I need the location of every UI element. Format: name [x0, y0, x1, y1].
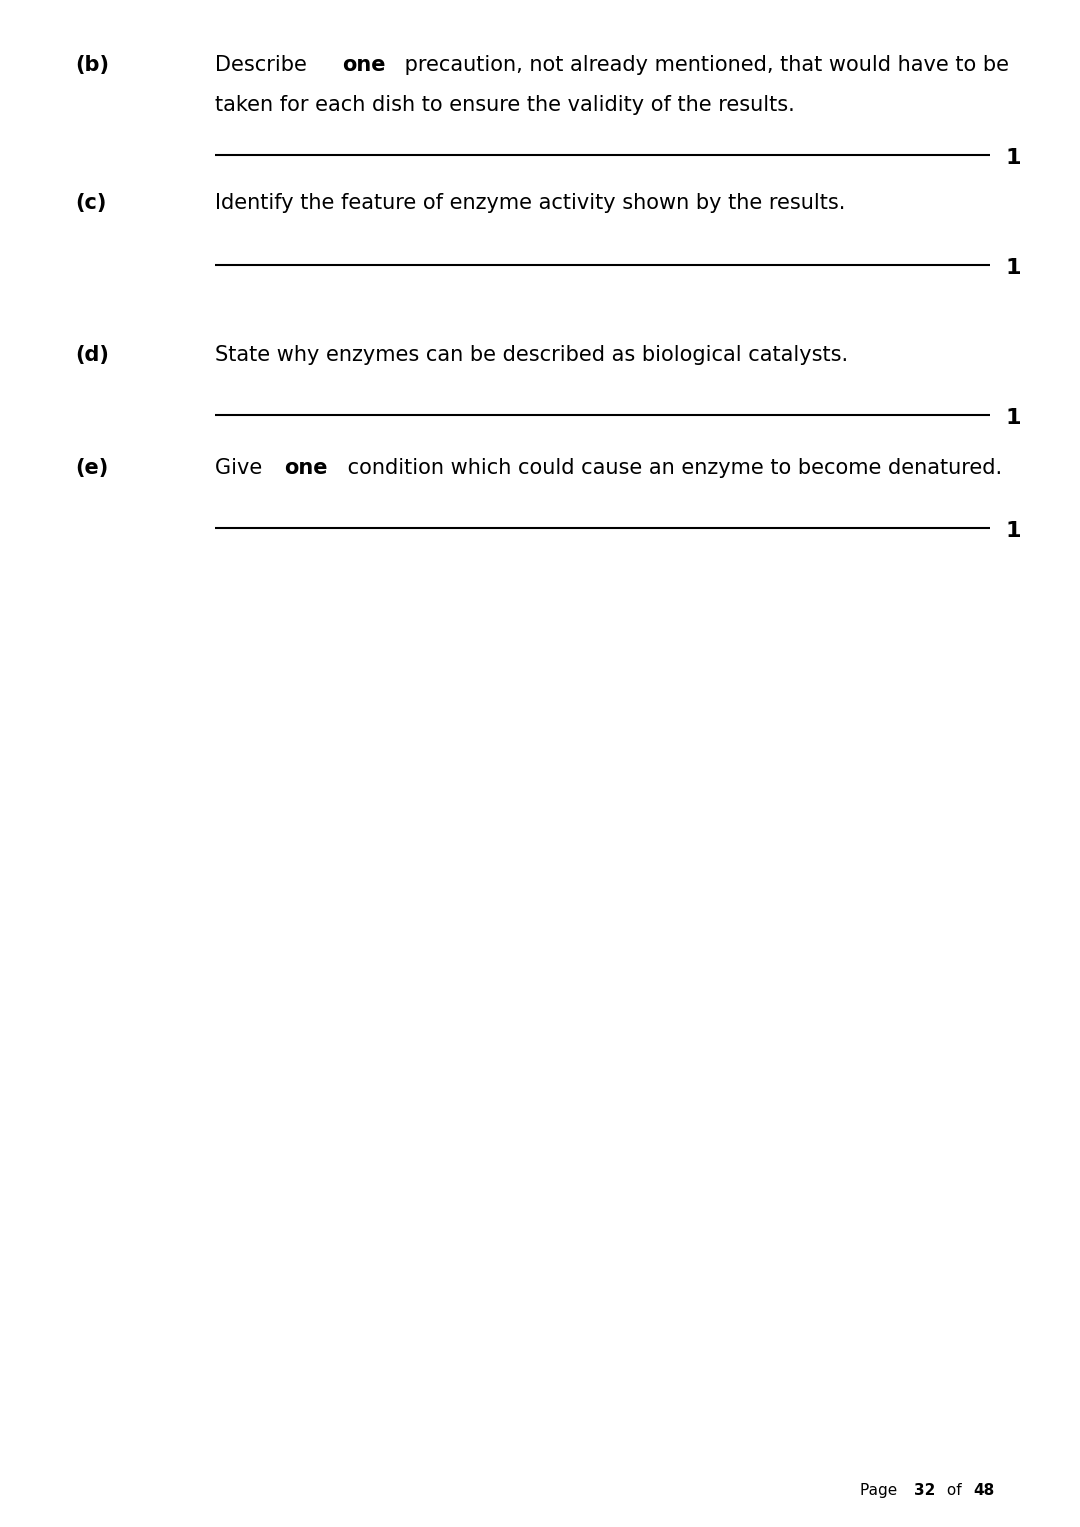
Text: one: one: [284, 458, 328, 478]
Text: 1: 1: [1005, 521, 1021, 541]
Text: (e): (e): [75, 458, 108, 478]
Text: one: one: [342, 55, 386, 75]
Text: Give: Give: [215, 458, 269, 478]
Text: (b): (b): [75, 55, 109, 75]
Text: 32: 32: [915, 1483, 935, 1498]
Text: (d): (d): [75, 345, 109, 365]
Text: 1: 1: [1005, 408, 1021, 428]
Text: of: of: [942, 1483, 967, 1498]
Text: (c): (c): [75, 192, 106, 212]
Text: taken for each dish to ensure the validity of the results.: taken for each dish to ensure the validi…: [215, 95, 795, 115]
Text: 48: 48: [973, 1483, 995, 1498]
Text: Describe: Describe: [215, 55, 313, 75]
Text: State why enzymes can be described as biological catalysts.: State why enzymes can be described as bi…: [215, 345, 848, 365]
Text: 1: 1: [1005, 258, 1021, 278]
Text: Identify the feature of enzyme activity shown by the results.: Identify the feature of enzyme activity …: [215, 192, 846, 212]
Text: condition which could cause an enzyme to become denatured.: condition which could cause an enzyme to…: [340, 458, 1002, 478]
Text: precaution, not already mentioned, that would have to be: precaution, not already mentioned, that …: [399, 55, 1009, 75]
Text: Page: Page: [860, 1483, 902, 1498]
Text: 1: 1: [1005, 148, 1021, 168]
